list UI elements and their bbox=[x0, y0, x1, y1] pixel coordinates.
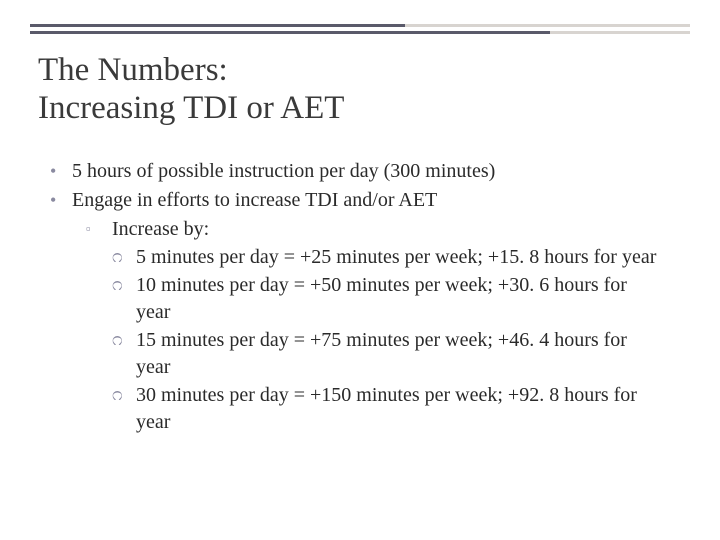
bullet-marker: ೧ bbox=[112, 382, 136, 436]
bullet-l3: ೧ 5 minutes per day = +25 minutes per we… bbox=[112, 244, 670, 271]
bullet-marker: ▫ bbox=[86, 216, 112, 243]
bullet-text: 30 minutes per day = +150 minutes per we… bbox=[136, 382, 670, 436]
bullet-text: 10 minutes per day = +50 minutes per wee… bbox=[136, 272, 670, 326]
bullet-marker: • bbox=[50, 187, 72, 214]
title-line-1: The Numbers: bbox=[38, 52, 228, 88]
decorative-top-border bbox=[0, 0, 720, 50]
bullet-marker: ೧ bbox=[112, 272, 136, 326]
bullet-l3: ೧ 15 minutes per day = +75 minutes per w… bbox=[112, 327, 670, 381]
bullet-l1: • 5 hours of possible instruction per da… bbox=[50, 158, 670, 185]
bullet-marker: ೧ bbox=[112, 327, 136, 381]
slide-body: • 5 hours of possible instruction per da… bbox=[50, 158, 670, 437]
title-line-2: Increasing TDI or AET bbox=[38, 90, 344, 126]
bullet-l2: ▫ Increase by: bbox=[86, 216, 670, 243]
bullet-l1: • Engage in efforts to increase TDI and/… bbox=[50, 187, 670, 214]
bullet-text: 5 hours of possible instruction per day … bbox=[72, 158, 495, 185]
bullet-marker: ೧ bbox=[112, 244, 136, 271]
slide-title: The Numbers: Increasing TDI or AET bbox=[38, 52, 682, 128]
bullet-l3: ೧ 10 minutes per day = +50 minutes per w… bbox=[112, 272, 670, 326]
bullet-text: Engage in efforts to increase TDI and/or… bbox=[72, 187, 437, 214]
bullet-text: 5 minutes per day = +25 minutes per week… bbox=[136, 244, 666, 271]
bullet-marker: • bbox=[50, 158, 72, 185]
bullet-l3: ೧ 30 minutes per day = +150 minutes per … bbox=[112, 382, 670, 436]
bullet-text: Increase by: bbox=[112, 216, 209, 243]
bullet-text: 15 minutes per day = +75 minutes per wee… bbox=[136, 327, 670, 381]
